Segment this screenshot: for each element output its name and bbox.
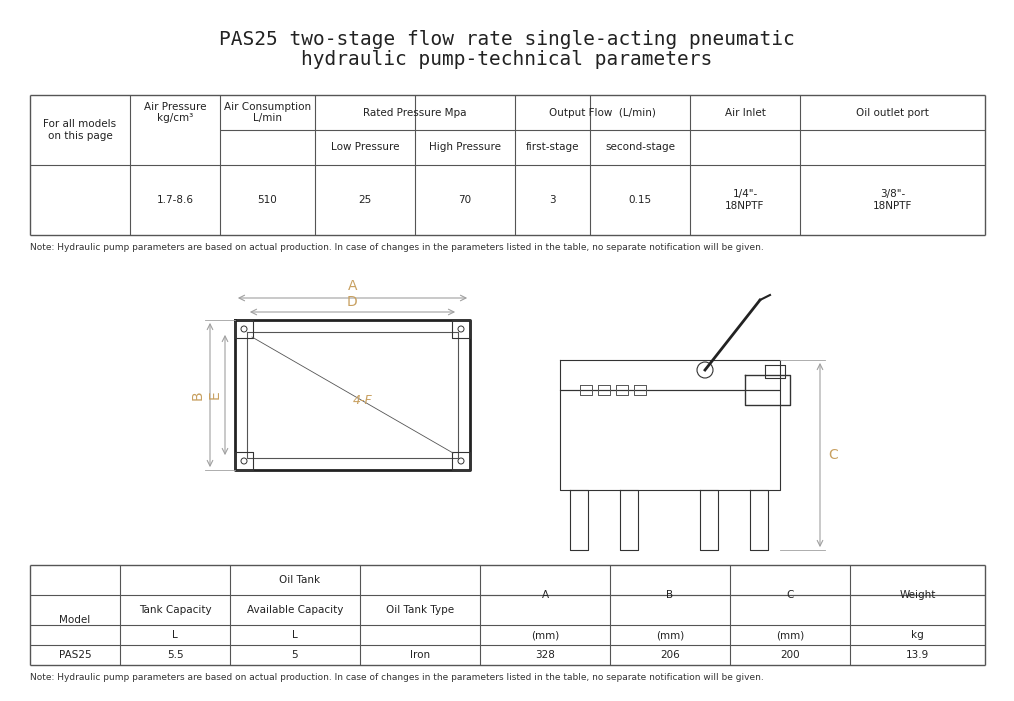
Text: 13.9: 13.9 bbox=[906, 650, 929, 660]
Text: first-stage: first-stage bbox=[525, 142, 579, 153]
Text: L: L bbox=[292, 630, 298, 640]
Text: Rated Pressure Mpa: Rated Pressure Mpa bbox=[363, 107, 466, 118]
Text: Air Consumption
L/min: Air Consumption L/min bbox=[224, 102, 311, 123]
Text: 5.5: 5.5 bbox=[166, 650, 184, 660]
Text: (mm): (mm) bbox=[531, 630, 559, 640]
Text: 200: 200 bbox=[780, 650, 800, 660]
Text: PAS25 two-stage flow rate single-acting pneumatic: PAS25 two-stage flow rate single-acting … bbox=[219, 30, 795, 49]
Text: hydraulic pump-technical parameters: hydraulic pump-technical parameters bbox=[301, 50, 713, 69]
Text: E: E bbox=[208, 390, 222, 400]
Text: Oil Tank: Oil Tank bbox=[280, 575, 320, 585]
Text: 3: 3 bbox=[550, 195, 556, 205]
Text: High Pressure: High Pressure bbox=[429, 142, 501, 153]
Text: Output Flow  (L/min): Output Flow (L/min) bbox=[549, 107, 656, 118]
Text: For all models
on this page: For all models on this page bbox=[44, 119, 117, 141]
Text: Available Capacity: Available Capacity bbox=[246, 605, 343, 615]
Text: 1/4"-
18NPTF: 1/4"- 18NPTF bbox=[725, 189, 765, 211]
Text: 510: 510 bbox=[258, 195, 278, 205]
Text: L: L bbox=[172, 630, 177, 640]
Text: A: A bbox=[541, 590, 549, 600]
Text: 206: 206 bbox=[660, 650, 679, 660]
Text: 0.15: 0.15 bbox=[629, 195, 652, 205]
Text: (mm): (mm) bbox=[656, 630, 684, 640]
Text: Note: Hydraulic pump parameters are based on actual production. In case of chang: Note: Hydraulic pump parameters are base… bbox=[30, 243, 764, 252]
Text: Air Pressure
kg/cm³: Air Pressure kg/cm³ bbox=[144, 102, 206, 123]
Text: 4-F: 4-F bbox=[353, 393, 372, 407]
Text: 25: 25 bbox=[358, 195, 371, 205]
Text: Weight: Weight bbox=[899, 590, 936, 600]
Text: 5: 5 bbox=[292, 650, 298, 660]
Text: C: C bbox=[828, 448, 838, 462]
Text: Oil Tank Type: Oil Tank Type bbox=[386, 605, 454, 615]
Text: (mm): (mm) bbox=[776, 630, 804, 640]
Text: 1.7-8.6: 1.7-8.6 bbox=[156, 195, 194, 205]
Text: B: B bbox=[666, 590, 673, 600]
Text: kg: kg bbox=[912, 630, 924, 640]
Text: Oil outlet port: Oil outlet port bbox=[856, 107, 929, 118]
Text: Model: Model bbox=[60, 615, 90, 625]
Text: Low Pressure: Low Pressure bbox=[331, 142, 400, 153]
Text: Tank Capacity: Tank Capacity bbox=[139, 605, 211, 615]
Text: B: B bbox=[191, 390, 205, 400]
Text: Iron: Iron bbox=[410, 650, 430, 660]
Text: D: D bbox=[347, 295, 358, 309]
Text: 70: 70 bbox=[458, 195, 472, 205]
Text: Note: Hydraulic pump parameters are based on actual production. In case of chang: Note: Hydraulic pump parameters are base… bbox=[30, 673, 764, 682]
Text: C: C bbox=[786, 590, 794, 600]
Text: 3/8"-
18NPTF: 3/8"- 18NPTF bbox=[873, 189, 913, 211]
Text: 328: 328 bbox=[535, 650, 555, 660]
Text: second-stage: second-stage bbox=[605, 142, 675, 153]
Text: PAS25: PAS25 bbox=[59, 650, 91, 660]
Text: A: A bbox=[348, 279, 357, 293]
Text: Air Inlet: Air Inlet bbox=[725, 107, 766, 118]
